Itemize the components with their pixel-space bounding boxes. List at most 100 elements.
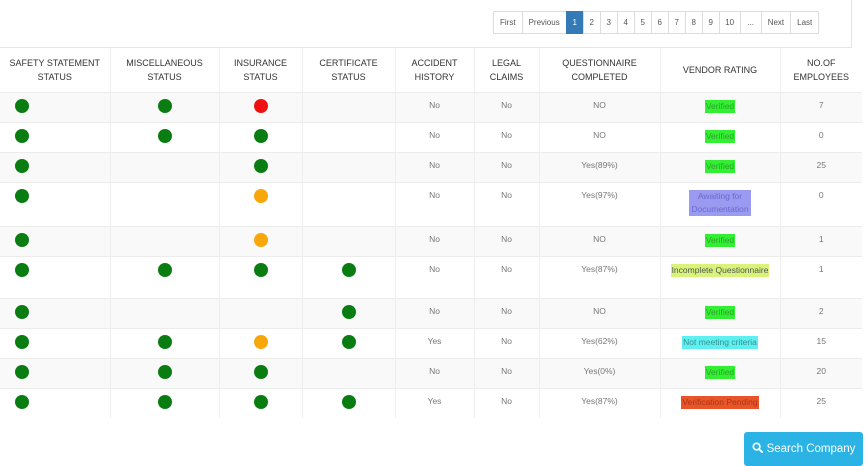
employees-cell: 25 xyxy=(780,152,862,182)
header-miscellaneous-status: MISCELLANEOUS STATUS xyxy=(110,48,220,92)
status-green-icon xyxy=(157,98,172,113)
pagination-10[interactable]: 10 xyxy=(718,11,741,34)
legal-claims-cell: No xyxy=(474,122,540,152)
pagination-9[interactable]: 9 xyxy=(701,11,720,34)
misc-cell xyxy=(110,226,220,256)
misc-cell xyxy=(110,358,220,388)
questionnaire-cell: Yes(87%) xyxy=(539,256,661,298)
pagination-6[interactable]: 6 xyxy=(650,11,669,34)
status-green-icon xyxy=(341,334,356,349)
insurance-cell xyxy=(219,298,303,328)
legal-claims-cell: No xyxy=(474,92,540,122)
status-green-icon xyxy=(157,334,172,349)
certificate-cell xyxy=(302,358,396,388)
status-orange-icon xyxy=(253,188,268,203)
pagination: First Previous 1 2 3 4 5 6 7 8 9 10... Next Last xyxy=(493,11,820,34)
safety-cell xyxy=(0,388,111,418)
accident-history-cell: No xyxy=(395,298,475,328)
table-row: No No Yes(89%) Verified 25 xyxy=(0,152,862,182)
status-green-icon xyxy=(15,128,29,143)
employees-cell: 7 xyxy=(780,92,862,122)
accident-history-cell: No xyxy=(395,358,475,388)
pagination-8[interactable]: 8 xyxy=(684,11,703,34)
pagination-first[interactable]: First xyxy=(493,11,523,34)
pagination-previous[interactable]: Previous xyxy=(521,11,567,34)
questionnaire-cell: NO xyxy=(539,226,661,256)
table-row: No No Yes(87%) Incomplete Questionnaire 1 xyxy=(0,256,862,298)
legal-claims-cell: No xyxy=(474,182,540,226)
status-green-icon xyxy=(15,188,29,203)
status-green-icon xyxy=(15,394,29,409)
pagination-5[interactable]: 5 xyxy=(633,11,652,34)
search-company-button[interactable]: Search Company xyxy=(744,432,863,466)
questionnaire-cell: Yes(0%) xyxy=(539,358,661,388)
pagination-3[interactable]: 3 xyxy=(599,11,618,34)
pagination-last[interactable]: Last xyxy=(790,11,820,34)
vendor-rating-cell: Verified xyxy=(660,122,781,152)
employees-cell: 25 xyxy=(780,388,862,418)
safety-cell xyxy=(0,298,111,328)
header-accident-history: ACCIDENT HISTORY xyxy=(395,48,475,92)
status-red-icon xyxy=(253,98,268,113)
certificate-cell xyxy=(302,92,396,122)
safety-cell xyxy=(0,152,111,182)
legal-claims-cell: No xyxy=(474,256,540,298)
status-green-icon xyxy=(15,158,29,173)
certificate-cell xyxy=(302,152,396,182)
safety-cell xyxy=(0,358,111,388)
questionnaire-cell: NO xyxy=(539,92,661,122)
vendor-rating-badge: Verified xyxy=(704,129,736,143)
questionnaire-cell: NO xyxy=(539,298,661,328)
legal-claims-cell: No xyxy=(474,388,540,418)
header-no-of-employees: NO.OF EMPLOYEES xyxy=(793,57,850,82)
table-row: No No Yes(97%) Awaiting for Documentation 0 xyxy=(0,182,862,226)
vendor-rating-cell: Verified xyxy=(660,358,781,388)
status-green-icon xyxy=(15,364,29,379)
employees-cell: 0 xyxy=(780,182,862,226)
questionnaire-cell: Yes(62%) xyxy=(539,328,661,358)
status-green-icon xyxy=(253,158,268,173)
vendor-rating-cell: Verified xyxy=(660,298,781,328)
status-green-icon xyxy=(15,304,29,319)
vendor-rating-cell: Incomplete Questionnaire xyxy=(660,256,781,298)
questionnaire-cell: NO xyxy=(539,122,661,152)
employees-cell: 20 xyxy=(780,358,862,388)
vendor-rating-badge: Incomplete Questionnaire xyxy=(670,263,770,277)
header-insurance-status: INSURANCE STATUS xyxy=(219,48,303,92)
legal-claims-cell: No xyxy=(474,152,540,182)
vendor-rating-cell: Awaiting for Documentation xyxy=(660,182,781,226)
vendor-rating-badge: Verified xyxy=(704,365,736,379)
header-legal-claims: LEGAL CLAIMS xyxy=(474,48,540,92)
employees-cell: 0 xyxy=(780,122,862,152)
insurance-cell xyxy=(219,182,303,226)
accident-history-cell: No xyxy=(395,152,475,182)
vendor-rating-cell: Verified xyxy=(660,92,781,122)
accident-history-cell: No xyxy=(395,122,475,152)
pagination-4[interactable]: 4 xyxy=(616,11,635,34)
pagination-7[interactable]: 7 xyxy=(667,11,686,34)
safety-cell xyxy=(0,122,111,152)
search-company-label: Search Company xyxy=(766,443,856,455)
pagination-next[interactable]: Next xyxy=(760,11,792,34)
safety-cell xyxy=(0,92,111,122)
pagination-1[interactable]: 1 xyxy=(565,11,584,34)
pagination-2[interactable]: 2 xyxy=(582,11,601,34)
status-green-icon xyxy=(253,262,268,277)
insurance-cell xyxy=(219,256,303,298)
status-green-icon xyxy=(341,394,356,409)
misc-cell xyxy=(110,388,220,418)
status-orange-icon xyxy=(253,232,268,247)
safety-cell xyxy=(0,328,111,358)
table-body: No No NO Verified 7 No No NO Verified 0 No No Yes(89… xyxy=(0,92,862,418)
legal-claims-cell: No xyxy=(474,328,540,358)
insurance-cell xyxy=(219,122,303,152)
header-safety-statement-status: SAFETY STATEMENT STATUS xyxy=(0,48,111,92)
employees-cell: 1 xyxy=(780,226,862,256)
status-green-icon xyxy=(15,98,29,113)
accident-history-cell: No xyxy=(395,256,475,298)
safety-cell xyxy=(0,256,111,298)
accident-history-cell: No xyxy=(395,182,475,226)
table-row: No No NO Verified 7 xyxy=(0,92,862,122)
vendor-rating-badge: Awaiting for Documentation xyxy=(689,189,751,216)
status-green-icon xyxy=(253,364,268,379)
